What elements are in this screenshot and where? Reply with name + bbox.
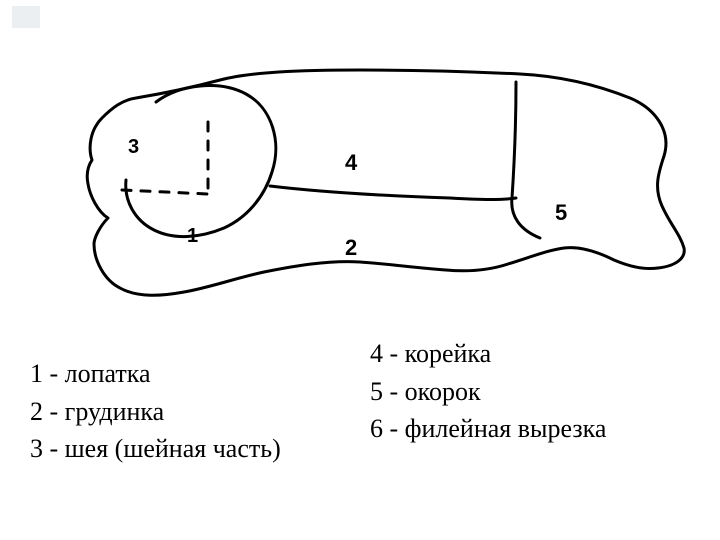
meat-cut-diagram: 1 2 3 4 5	[50, 40, 690, 310]
region-label-3: 3	[128, 136, 139, 159]
legend-left-column: 1 - лопатка 2 - грудинка 3 - шея (шейная…	[30, 355, 350, 468]
region-label-1: 1	[187, 225, 198, 248]
path-dash-horizontal	[122, 190, 208, 194]
legend-item-1: 1 - лопатка	[30, 355, 350, 393]
path-back-divider	[512, 82, 540, 238]
diagram-svg	[50, 40, 690, 310]
legend-item-5: 5 - окорок	[370, 373, 700, 411]
legend-item-2: 2 - грудинка	[30, 393, 350, 431]
region-label-5: 5	[555, 200, 567, 226]
legend-item-3: 3 - шея (шейная часть)	[30, 430, 350, 468]
path-outline	[87, 70, 684, 295]
path-mid-horizontal	[270, 186, 516, 200]
path-shoulder	[126, 86, 276, 237]
legend-item-4: 4 - корейка	[370, 335, 700, 373]
legend-item-6: 6 - филейная вырезка	[370, 410, 700, 448]
page-root: 1 2 3 4 5 1 - лопатка 2 - грудинка 3 - ш…	[0, 0, 720, 540]
region-label-4: 4	[345, 150, 357, 176]
decorative-top-left-box	[12, 6, 40, 28]
region-label-2: 2	[345, 235, 357, 261]
legend-right-column: 4 - корейка 5 - окорок 6 - филейная выре…	[370, 335, 700, 448]
